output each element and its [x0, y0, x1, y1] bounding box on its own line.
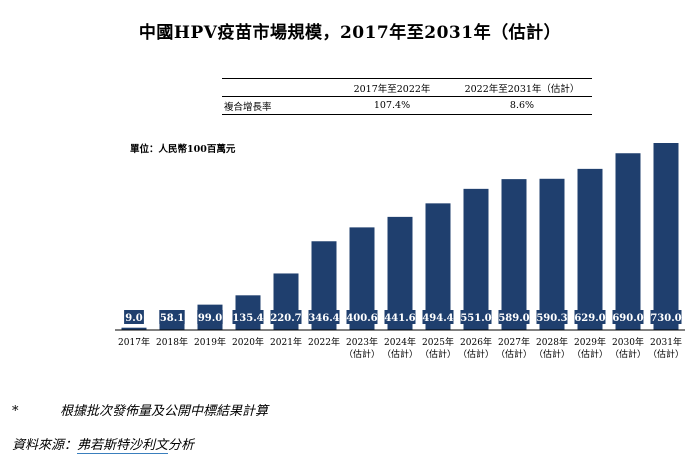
source-highlight: 弗若斯特沙利文 — [77, 438, 169, 454]
data-label: 494.4 — [422, 313, 453, 324]
data-label: 629.0 — [574, 313, 605, 324]
cagr-value-period-2: 8.6% — [509, 100, 535, 111]
data-label: 730.0 — [650, 313, 681, 324]
data-label-box — [159, 310, 185, 324]
data-label-box — [612, 310, 644, 324]
bar-chart: 9.0 2017年 58.1 2018年 99.0 2019年 135.4 2020年 220.… — [115, 143, 685, 360]
x-tick-label: 2018年 — [156, 336, 188, 348]
bar — [615, 153, 641, 330]
footnote-marker: * — [12, 404, 19, 419]
data-label: 441.6 — [384, 313, 415, 324]
chart-title: 中國HPV疫苗市場規模，2017年至2031年（估計） — [138, 23, 562, 43]
x-tick-label: 2021年 — [270, 336, 302, 348]
x-tick-sublabel: （估計） — [382, 348, 418, 360]
x-tick-label: 2028年 — [536, 336, 568, 348]
x-tick-label: 2023年 — [346, 336, 378, 348]
data-label-box — [197, 310, 223, 324]
x-tick-label: 2020年 — [232, 336, 264, 348]
data-label: 400.6 — [346, 313, 377, 324]
x-tick-label: 2025年 — [422, 336, 454, 348]
x-tick-label: 2017年 — [118, 336, 150, 348]
unit-label: 單位：人民幣100百萬元 — [130, 144, 236, 155]
x-tick-label: 2022年 — [308, 336, 340, 348]
data-label-box — [498, 310, 530, 324]
x-tick-sublabel: （估計） — [458, 348, 494, 360]
bar — [425, 203, 451, 330]
footnote-text: 根據批次發佈量及公開中標結果計算 — [60, 404, 269, 419]
x-tick-sublabel: （估計） — [648, 348, 684, 360]
data-label-box — [460, 310, 492, 324]
x-tick-label: 2024年 — [384, 336, 416, 348]
cagr-header-row: 2017年至2022年 2022年至2031年（估計） — [222, 79, 592, 97]
source-suffix: 分析 — [168, 438, 195, 453]
cagr-header-period-1: 2017年至2022年 — [353, 83, 431, 95]
data-label-box — [308, 310, 340, 324]
data-label-box — [422, 310, 454, 324]
bar — [539, 178, 565, 330]
x-tick-label: 2031年 — [650, 336, 682, 348]
data-label: 551.0 — [460, 313, 491, 324]
data-label: 58.1 — [160, 313, 184, 324]
x-tick-sublabel: （估計） — [610, 348, 646, 360]
bar — [653, 143, 679, 330]
x-tick-sublabel: （估計） — [420, 348, 456, 360]
source-note: 資料來源：弗若斯特沙利文分析 — [12, 434, 195, 454]
data-label: 346.4 — [308, 313, 339, 324]
x-tick-label: 2030年 — [612, 336, 644, 348]
data-label-box — [232, 310, 264, 324]
data-label-box — [270, 310, 302, 324]
data-label: 99.0 — [198, 313, 222, 324]
data-label-box — [650, 310, 682, 324]
cagr-value-period-1: 107.4% — [373, 100, 411, 111]
bar — [577, 168, 603, 330]
cagr-row-label: 複合增長率 — [224, 101, 272, 113]
x-tick-sublabel: （估計） — [572, 348, 608, 360]
x-tick-sublabel: （估計） — [534, 348, 570, 360]
data-label-box — [124, 310, 144, 324]
bar — [501, 179, 527, 330]
cagr-header-period-2: 2022年至2031年（估計） — [464, 83, 580, 95]
footnote: * 根據批次發佈量及公開中標結果計算 — [12, 400, 268, 419]
data-label: 220.7 — [270, 313, 301, 324]
source-prefix: 資料來源： — [12, 438, 78, 453]
data-label-box — [346, 310, 378, 324]
data-label: 135.4 — [232, 313, 263, 324]
data-label-box — [384, 310, 416, 324]
data-label: 9.0 — [125, 313, 142, 324]
x-tick-label: 2026年 — [460, 336, 492, 348]
x-tick-sublabel: （估計） — [344, 348, 380, 360]
data-label-box — [536, 310, 568, 324]
cagr-table: 2017年至2022年 2022年至2031年（估計） 複合增長率 107.4%… — [222, 78, 592, 115]
cagr-value-row: 複合增長率 107.4% 8.6% — [222, 97, 592, 114]
bar — [463, 188, 489, 330]
x-tick-sublabel: （估計） — [496, 348, 532, 360]
data-label-box — [574, 310, 606, 324]
data-label: 590.3 — [536, 313, 567, 324]
bar — [121, 327, 147, 330]
x-tick-label: 2019年 — [194, 336, 226, 348]
data-label: 690.0 — [612, 313, 643, 324]
x-tick-label: 2029年 — [574, 336, 606, 348]
data-label: 589.0 — [498, 313, 529, 324]
x-tick-label: 2027年 — [498, 336, 530, 348]
